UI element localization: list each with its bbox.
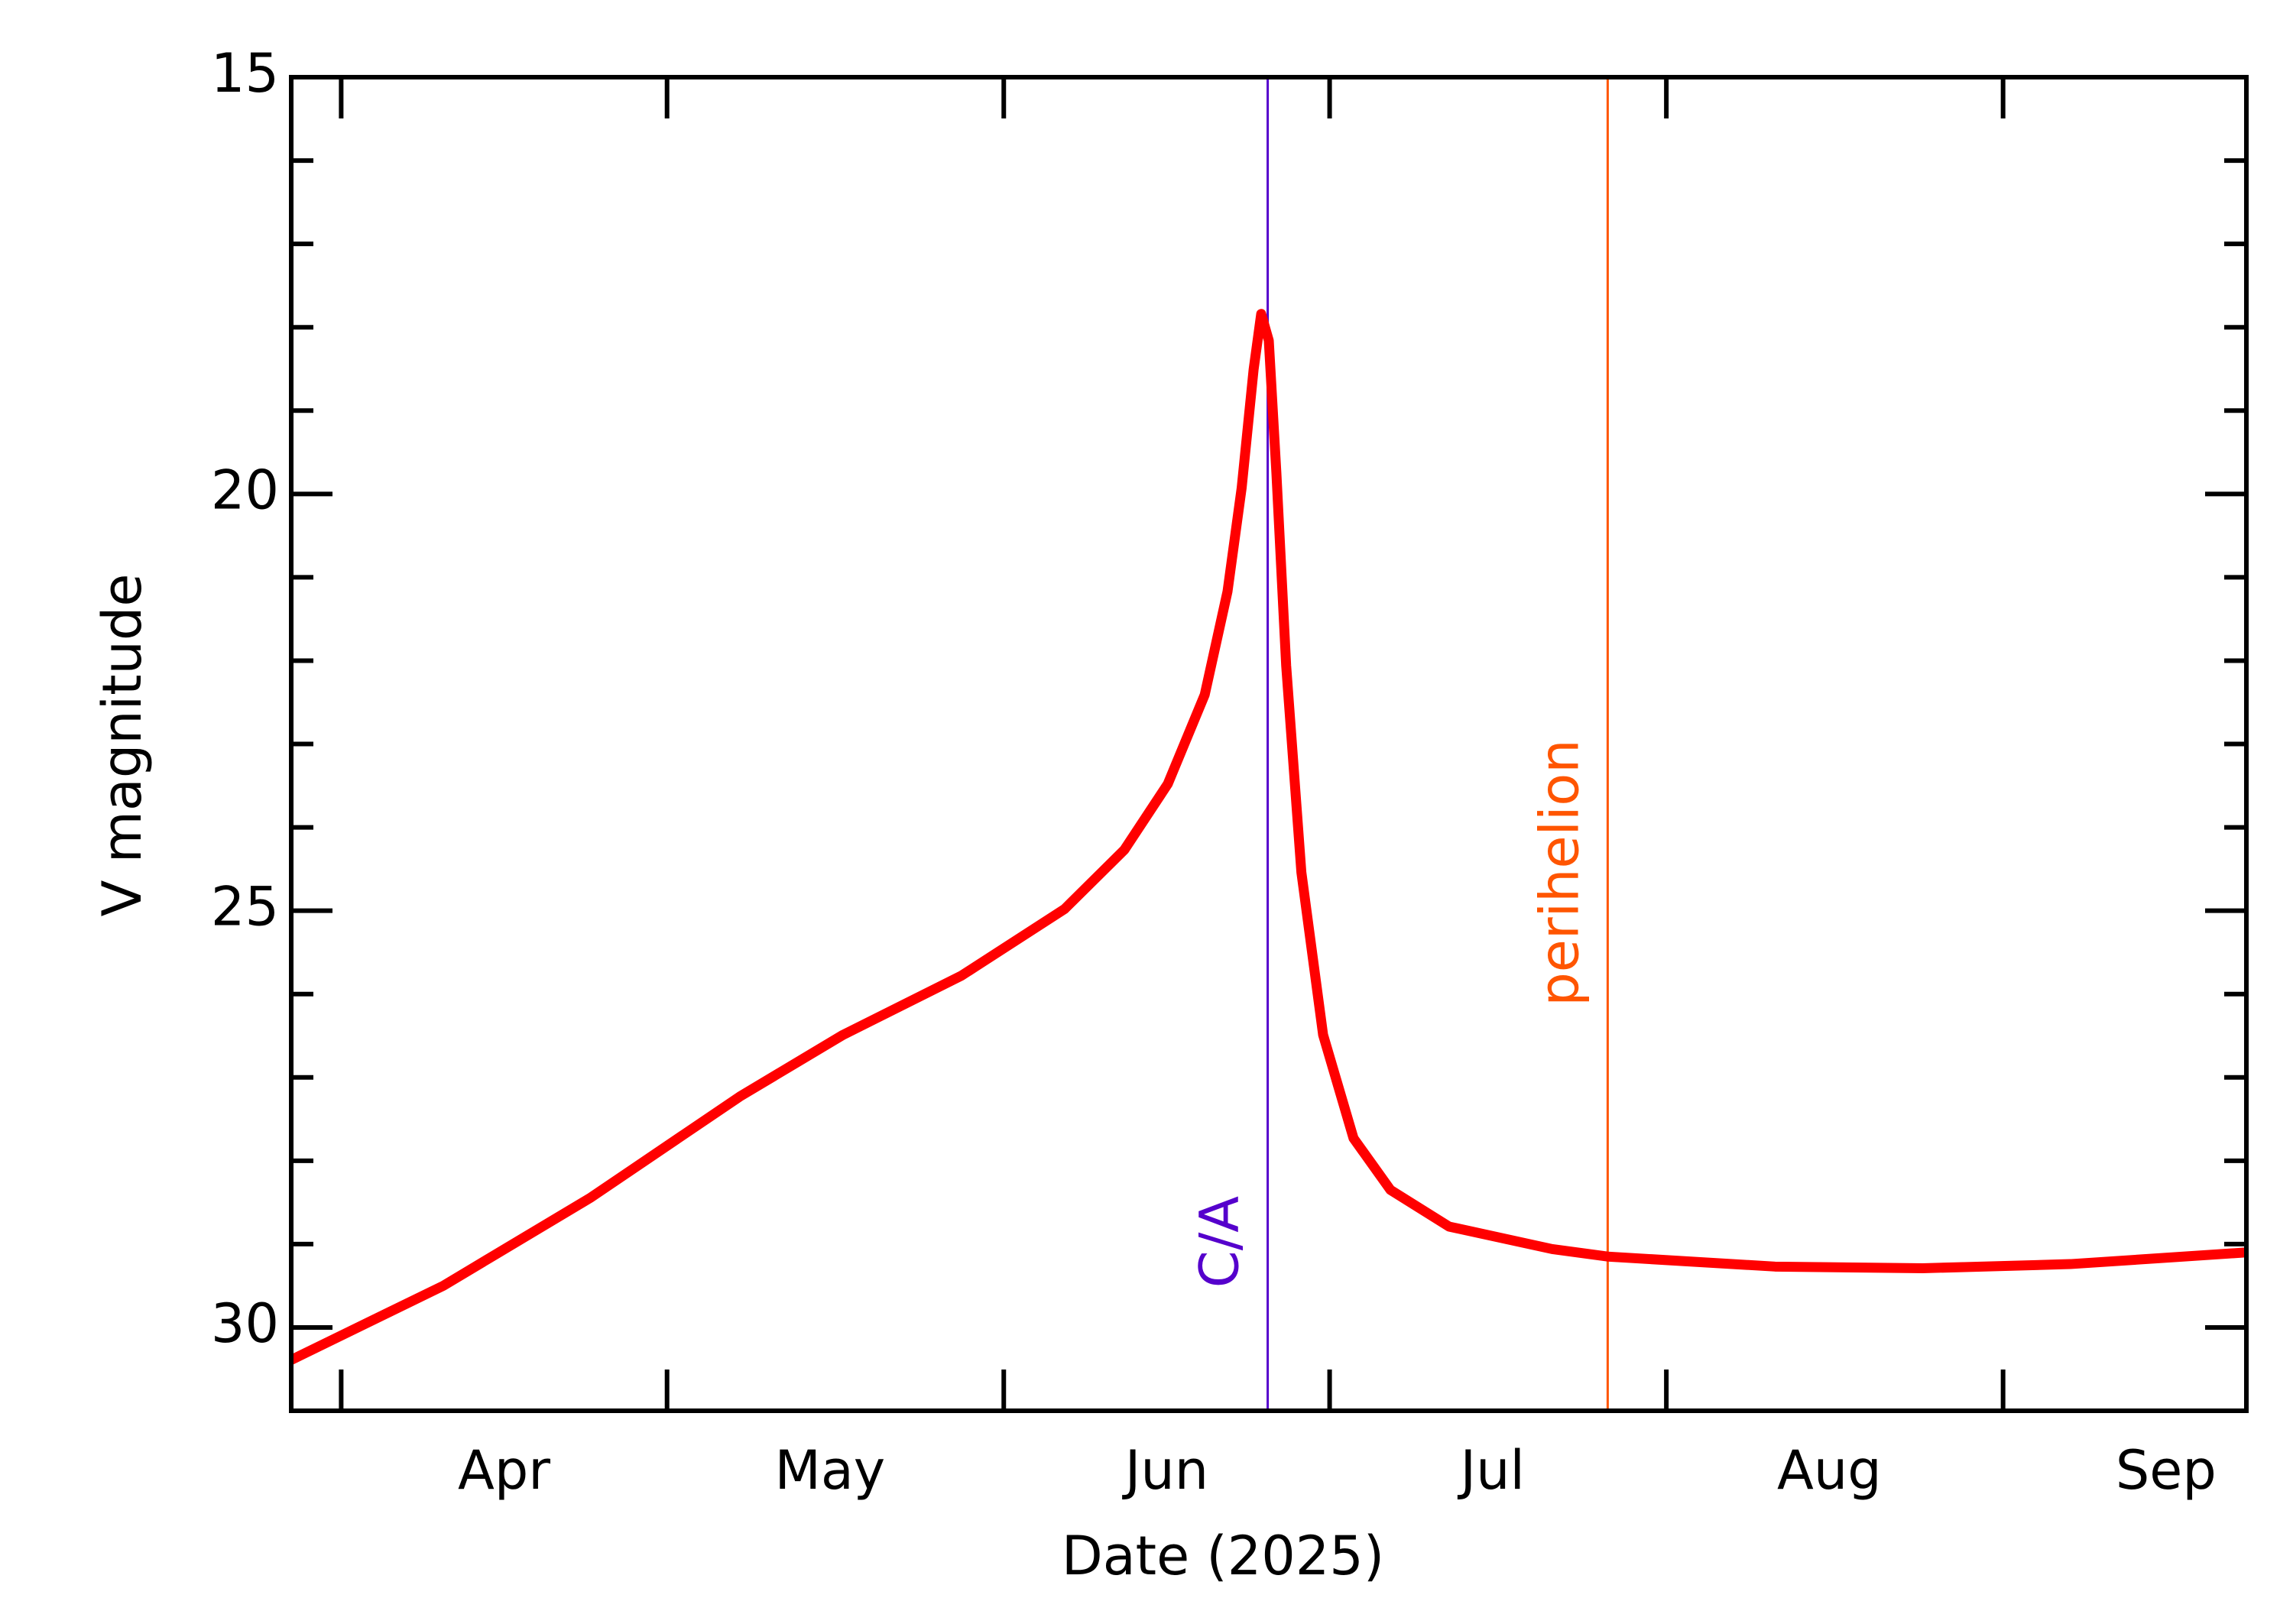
x-tick-label: Apr [458, 1439, 550, 1502]
annotation-label: C/A [1189, 1196, 1251, 1288]
x-tick-label: May [775, 1439, 886, 1502]
x-tick-label: Aug [1777, 1439, 1882, 1502]
y-tick-label: 25 [211, 876, 279, 938]
plot-frame [289, 75, 2249, 1413]
line-series [291, 309, 2246, 1365]
annotation-label: perihelion [1528, 739, 1591, 1006]
y-tick-label: 20 [211, 459, 279, 521]
y-axis-label: V magnitude [91, 574, 154, 917]
x-tick-label: Sep [2116, 1439, 2217, 1502]
x-axis-label: Date (2025) [1062, 1525, 1384, 1587]
y-tick-label: 15 [211, 42, 279, 105]
x-tick-label: Jul [1458, 1439, 1525, 1502]
x-tick-label: Jun [1122, 1439, 1208, 1502]
y-tick-label: 30 [211, 1292, 279, 1355]
